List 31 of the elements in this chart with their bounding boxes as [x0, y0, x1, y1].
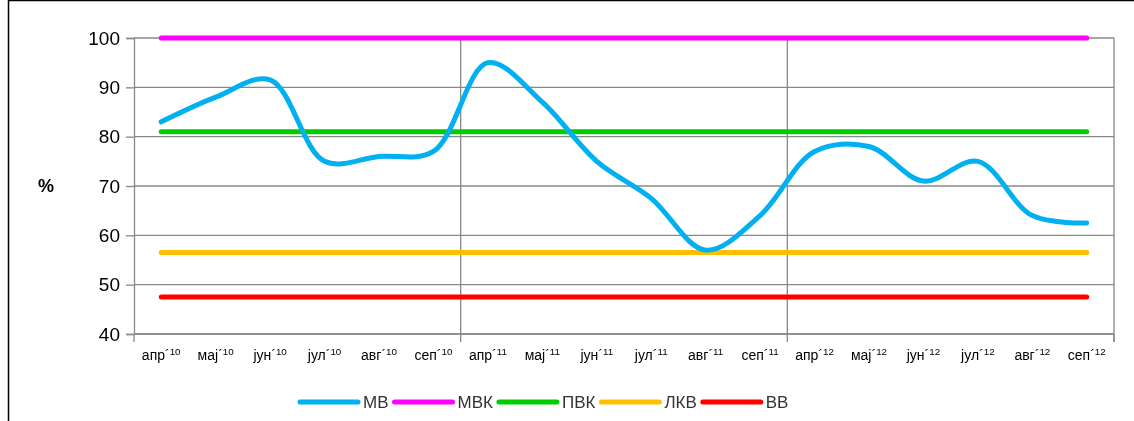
x-tick-label: авг´$^{12}$ — [1014, 345, 1051, 363]
y-tick-label: 100 — [88, 27, 120, 49]
y-tick-label: 60 — [98, 224, 120, 246]
legend-label: МВ — [363, 393, 389, 412]
y-tick-label: 70 — [98, 175, 120, 197]
legend-label: ЛКВ — [664, 393, 697, 412]
x-tick-label: апр´$^{10}$ — [141, 345, 182, 363]
x-tick-label: сеп´$^{12}$ — [1067, 345, 1106, 363]
x-tick-label: јун´$^{10}$ — [252, 345, 288, 363]
x-tick-label: авг´$^{11}$ — [688, 345, 724, 363]
y-tick-label: 40 — [98, 323, 120, 345]
y-tick-label: 80 — [98, 126, 120, 148]
x-tick-label: авг´$^{10}$ — [361, 345, 398, 363]
x-tick-label: мај´$^{11}$ — [524, 345, 561, 363]
x-tick-label: јул´$^{12}$ — [960, 345, 995, 363]
legend-label: ВВ — [765, 393, 789, 412]
y-tick-label: 90 — [98, 76, 120, 98]
x-tick-label: мај´$^{12}$ — [850, 345, 888, 363]
y-axis-title: % — [37, 176, 55, 196]
x-tick-label: јун´$^{12}$ — [905, 345, 941, 363]
legend-label: МВК — [457, 393, 493, 412]
x-tick-label: апр´$^{12}$ — [795, 345, 834, 363]
x-tick-label: јул´$^{10}$ — [306, 345, 342, 363]
x-tick-label: мај´$^{10}$ — [197, 345, 235, 363]
x-tick-label: јун´$^{11}$ — [579, 345, 614, 363]
x-tick-label: јул´$^{11}$ — [633, 345, 668, 363]
x-tick-label: апр´$^{11}$ — [468, 345, 507, 363]
legend-label: ПВК — [561, 393, 596, 412]
x-tick-label: сеп´$^{11}$ — [741, 345, 779, 363]
y-tick-label: 50 — [98, 274, 120, 296]
x-tick-label: сеп´$^{10}$ — [414, 345, 453, 363]
